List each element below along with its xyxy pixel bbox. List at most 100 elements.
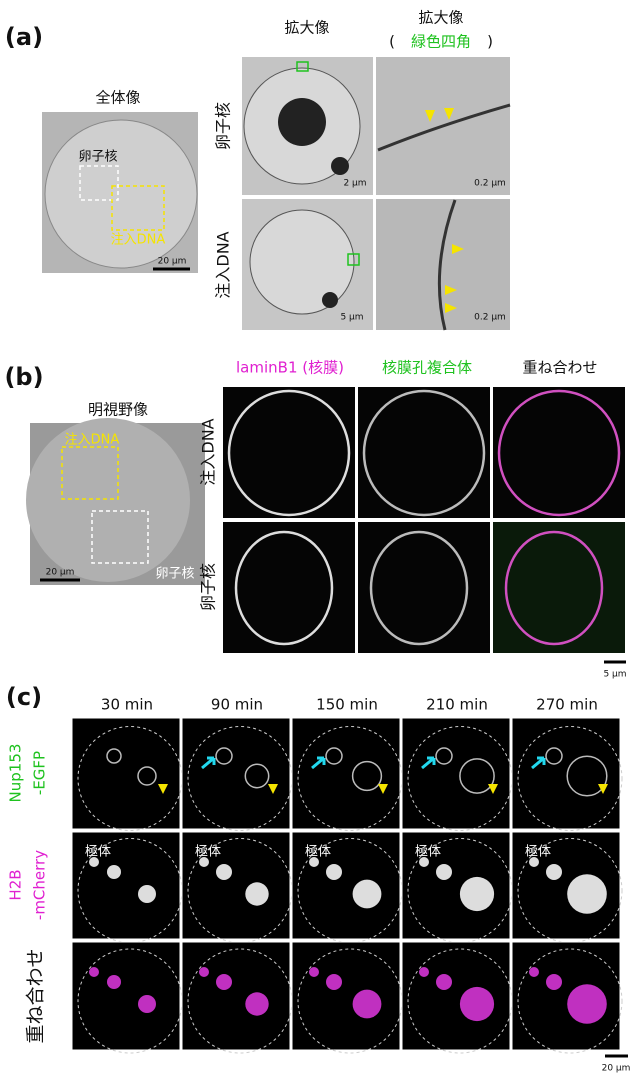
nucleus xyxy=(546,864,562,880)
nucleus xyxy=(107,975,121,989)
nucleus xyxy=(326,974,342,990)
label: 極体 xyxy=(195,844,221,860)
nucleus xyxy=(106,748,122,764)
arrowhead xyxy=(488,784,498,794)
image xyxy=(376,199,510,330)
image xyxy=(291,717,401,830)
title: 明視野像 xyxy=(88,401,148,419)
blob xyxy=(322,292,338,308)
cell-outline xyxy=(517,948,623,1054)
row-label: -mCherry xyxy=(31,850,49,920)
polar-body xyxy=(309,967,319,977)
nucleus xyxy=(138,885,156,903)
box xyxy=(91,510,149,564)
box xyxy=(296,61,309,72)
image-grid: 30 min 極体 90 min 極体 150 min 極体 210 min 極体 270 mi… xyxy=(71,696,623,1054)
image xyxy=(358,522,490,653)
image xyxy=(291,831,401,940)
label: 卵子核 xyxy=(155,567,194,582)
box xyxy=(347,253,360,266)
nucleus xyxy=(216,864,232,880)
box xyxy=(111,185,165,231)
label: 卵子核 xyxy=(78,150,117,165)
image xyxy=(71,717,181,830)
col-header: laminB1 (核膜) xyxy=(236,359,344,377)
arrow xyxy=(421,756,436,770)
image xyxy=(181,717,291,830)
polar-body xyxy=(529,857,539,867)
row-label: 注入DNA xyxy=(199,418,218,485)
label: 極体 xyxy=(525,844,551,860)
polar-body xyxy=(419,967,429,977)
membrane xyxy=(377,103,511,152)
blob xyxy=(331,157,349,175)
cell xyxy=(26,418,190,582)
arrowhead xyxy=(158,784,168,794)
time-label: 270 min xyxy=(536,696,598,714)
nucleus xyxy=(436,974,452,990)
nucleus xyxy=(567,874,607,914)
scale-text: 5 µm xyxy=(340,313,363,323)
label: 極体 xyxy=(305,844,331,860)
label: 注入DNA xyxy=(65,433,120,448)
polar-body xyxy=(199,857,209,867)
nucleus xyxy=(249,209,355,315)
image xyxy=(291,941,401,1051)
nucleus xyxy=(459,876,495,912)
nucleus xyxy=(459,758,495,794)
title: 拡大像 xyxy=(418,9,463,27)
image xyxy=(181,941,291,1051)
cell-outline xyxy=(517,838,623,943)
nucleus xyxy=(244,763,270,789)
image xyxy=(223,522,355,653)
scale-text: 20 µm xyxy=(46,568,75,578)
arrow xyxy=(311,756,326,770)
nucleus xyxy=(436,864,452,880)
row-label: H2B xyxy=(7,869,25,900)
image xyxy=(71,941,181,1051)
label: 極体 xyxy=(85,844,111,860)
scale-text: 2 µm xyxy=(343,179,366,189)
nuclear-envelope xyxy=(362,389,486,517)
image xyxy=(493,522,625,653)
nucleus xyxy=(245,882,269,906)
box xyxy=(61,446,119,500)
arrowhead xyxy=(598,784,608,794)
nucleus xyxy=(216,974,232,990)
nucleus xyxy=(546,974,562,990)
image xyxy=(181,831,291,940)
nuclear-envelope xyxy=(234,530,334,646)
image xyxy=(401,941,511,1051)
image xyxy=(71,831,181,940)
image xyxy=(401,831,511,940)
blob xyxy=(278,98,326,146)
nucleus xyxy=(567,984,607,1024)
nucleus xyxy=(352,989,382,1019)
nucleus xyxy=(137,766,157,786)
title: 拡大像 xyxy=(284,19,329,37)
cell xyxy=(44,119,198,269)
row-label: 卵子核 xyxy=(214,102,233,150)
time-label: 150 min xyxy=(316,696,378,714)
label: 注入DNA xyxy=(111,233,166,248)
panel-label: (c) xyxy=(6,683,42,711)
nucleus xyxy=(351,760,383,792)
panel-label: (a) xyxy=(5,23,43,51)
nuclear-envelope xyxy=(227,389,351,517)
time-label: 90 min xyxy=(211,696,263,714)
row-label: 注入DNA xyxy=(214,231,233,298)
title: ) xyxy=(487,33,493,51)
arrow xyxy=(201,756,216,770)
nucleus xyxy=(459,986,495,1022)
row-label: 卵子核 xyxy=(199,563,218,611)
image xyxy=(493,387,625,518)
nuclear-envelope xyxy=(369,530,469,646)
col-header: 重ね合わせ xyxy=(522,359,597,377)
image xyxy=(358,387,490,518)
nucleus xyxy=(545,747,563,765)
scale-text: 5 µm xyxy=(603,670,626,680)
membrane xyxy=(437,199,457,331)
polar-body xyxy=(529,967,539,977)
scale-text: 20 µm xyxy=(158,257,187,267)
